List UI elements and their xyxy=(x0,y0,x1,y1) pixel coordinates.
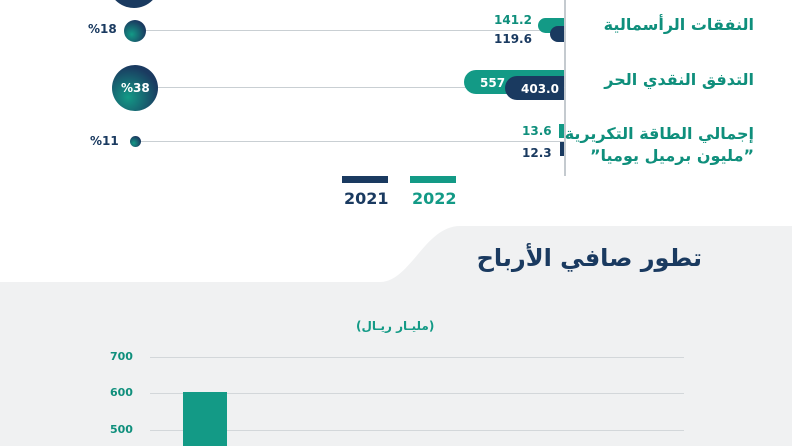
bar-2021 xyxy=(560,142,564,156)
growth-bubble xyxy=(124,20,146,42)
growth-percent: %38 xyxy=(121,81,150,95)
growth-percent: %11 xyxy=(90,134,119,148)
value-2022: 141.2 xyxy=(494,13,532,27)
row-line xyxy=(135,30,565,31)
row-label-line1: إجمالي الطاقة التكريرية xyxy=(564,124,754,143)
growth-bubble xyxy=(130,136,141,147)
panel-curve xyxy=(0,226,792,284)
growth-bubble-top xyxy=(108,0,160,8)
row-label-line2: ”مليون برميل يوميا” xyxy=(590,146,754,165)
section-title: تطور صافي الأرباح xyxy=(476,244,702,272)
bar-2022 xyxy=(559,124,564,138)
y-tick: 600 xyxy=(110,386,133,399)
legend-label-2022: 2022 xyxy=(412,189,457,208)
grid-line xyxy=(150,393,684,394)
divider-line xyxy=(564,0,566,176)
row-label: النفقات الرأسمالية xyxy=(603,15,754,34)
legend-label-2021: 2021 xyxy=(344,189,389,208)
value-2021: 12.3 xyxy=(522,146,552,160)
value-2021: 119.6 xyxy=(494,32,532,46)
value-2022: 557 xyxy=(480,76,506,90)
unit-label: (مليـار ريـال) xyxy=(356,319,435,333)
bar-2021 xyxy=(550,26,564,42)
chart-panel xyxy=(0,282,792,446)
row-line xyxy=(135,87,565,88)
growth-percent: %18 xyxy=(88,22,117,36)
row-label: التدفق النقدي الحر xyxy=(604,70,754,89)
grid-line xyxy=(150,430,684,431)
grid-line xyxy=(150,357,684,358)
y-tick: 500 xyxy=(110,423,133,436)
value-2022: 13.6 xyxy=(522,124,552,138)
legend-swatch-2022 xyxy=(410,176,456,183)
net-income-bar xyxy=(183,392,227,446)
bar-2021 xyxy=(505,76,564,100)
legend-swatch-2021 xyxy=(342,176,388,183)
growth-bubble xyxy=(112,65,158,111)
y-tick: 700 xyxy=(110,350,133,363)
value-2021: 403.0 xyxy=(521,82,559,96)
row-line xyxy=(135,141,565,142)
